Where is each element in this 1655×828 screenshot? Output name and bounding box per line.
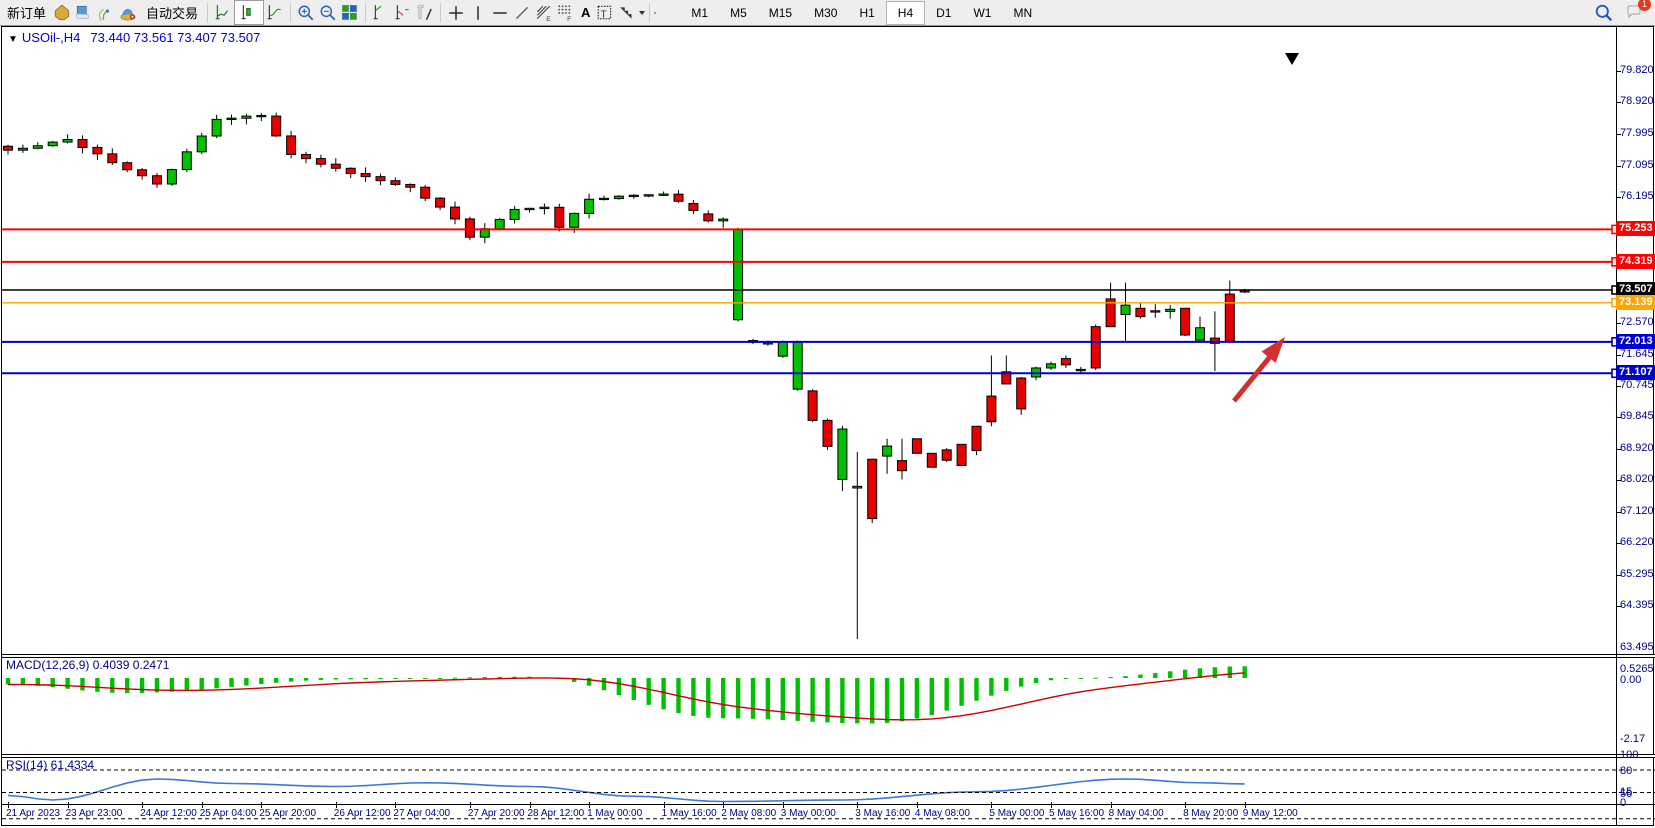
svg-text:T: T: [601, 9, 607, 20]
svg-text:F: F: [567, 15, 571, 21]
svg-text:E: E: [546, 15, 551, 21]
